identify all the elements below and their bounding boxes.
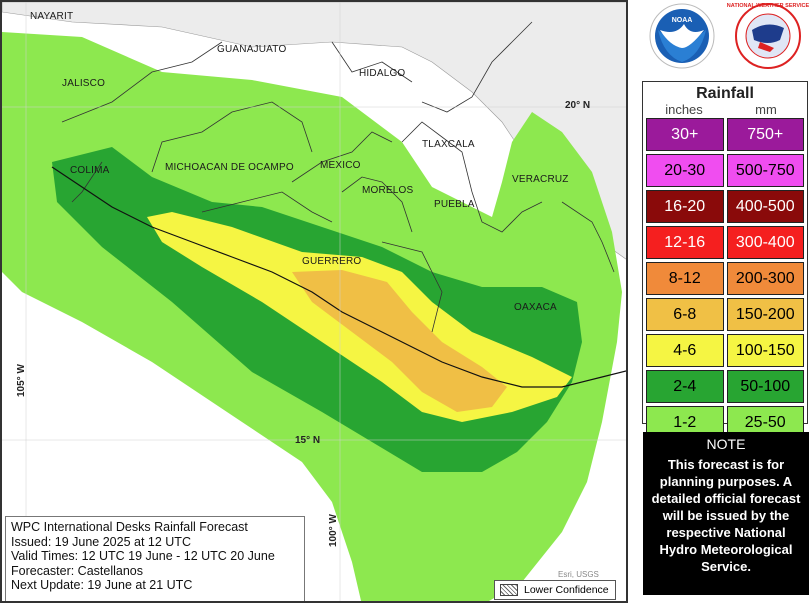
legend-unit-mm: mm: [755, 102, 777, 117]
info-issued: Issued: 19 June 2025 at 12 UTC: [11, 534, 191, 549]
info-title: WPC International Desks Rainfall Forecas…: [11, 520, 248, 534]
map-attribution: Esri, USGS: [558, 570, 599, 579]
legend-mm-value: 100-150: [726, 334, 804, 367]
info-forecaster: Forecaster: Castellanos: [11, 563, 144, 578]
lon-label-105w: 105° W: [16, 364, 27, 397]
hatch-swatch-icon: [500, 584, 518, 596]
legend-inches-value: 8-12: [646, 262, 724, 295]
agency-logos: NOAA NATIONAL WEATHER SERVICE: [640, 0, 810, 76]
legend-mm-value: 500-750: [726, 154, 804, 187]
map-graphic: [2, 2, 626, 601]
state-label-guerrero: GUERRERO: [302, 256, 362, 267]
state-label-jalisco: JALISCO: [62, 78, 106, 89]
state-label-oaxaca: OAXACA: [514, 302, 557, 313]
legend-row: 30+ 750+: [646, 118, 804, 151]
legend-inches-value: 4-6: [646, 334, 724, 367]
rainfall-map: NAYARIT GUANAJUATO JALISCO HIDALGO TLAXC…: [0, 0, 628, 603]
legend-inches-value: 2-4: [646, 370, 724, 403]
state-label-tlaxcala: TLAXCALA: [422, 139, 475, 150]
state-label-guanajuato: GUANAJUATO: [217, 44, 287, 55]
legend-rows: 30+ 750+ 20-30 500-750 16-20 400-500 12-16 300-…: [643, 118, 807, 439]
noaa-logo-text: NOAA: [672, 17, 693, 24]
lon-label-100w: 100° W: [328, 514, 339, 547]
nws-logo-icon: [735, 3, 801, 69]
lat-label-15n: 15° N: [295, 435, 321, 446]
forecast-info-box: WPC International Desks Rainfall Forecas…: [5, 516, 305, 601]
lower-confidence-label: Lower Confidence: [524, 584, 609, 596]
lower-confidence-legend: Lower Confidence: [494, 580, 616, 600]
legend-mm-value: 750+: [726, 118, 804, 151]
legend-inches-value: 30+: [646, 118, 724, 151]
legend-mm-value: 200-300: [726, 262, 804, 295]
legend-inches-value: 6-8: [646, 298, 724, 331]
state-label-mexico: MEXICO: [320, 160, 361, 171]
note-title: NOTE: [706, 436, 746, 452]
state-label-michoacan: MICHOACAN DE OCAMPO: [165, 162, 294, 173]
legend-row: 12-16 300-400: [646, 226, 804, 259]
state-label-veracruz: VERACRUZ: [512, 174, 569, 185]
note-body: This forecast is for planning purposes. …: [651, 457, 801, 574]
rainfall-legend: Rainfall inches mm 30+ 750+ 20-30 500-750 16…: [642, 81, 808, 439]
legend-inches-value: 12-16: [646, 226, 724, 259]
legend-inches-value: 20-30: [646, 154, 724, 187]
legend-row: 6-8 150-200: [646, 298, 804, 331]
note-box: NOTE This forecast is for planning purpo…: [643, 432, 809, 595]
legend-inches-value: 16-20: [646, 190, 724, 223]
info-next-update: Next Update: 19 June at 21 UTC: [11, 578, 193, 592]
legend-row: 4-6 100-150: [646, 334, 804, 367]
legend-row: 20-30 500-750: [646, 154, 804, 187]
lat-label-20n: 20° N: [565, 100, 591, 111]
legend-row: 8-12 200-300: [646, 262, 804, 295]
nws-logo-text: NATIONAL WEATHER SERVICE: [727, 3, 810, 9]
state-label-puebla: PUEBLA: [434, 199, 475, 210]
noaa-logo-icon: [649, 3, 715, 69]
legend-mm-value: 300-400: [726, 226, 804, 259]
legend-title: Rainfall: [696, 85, 754, 102]
pacific-coastline: [51, 166, 626, 388]
legend-row: 2-4 50-100: [646, 370, 804, 403]
legend-mm-value: 50-100: [726, 370, 804, 403]
info-valid-times: Valid Times: 12 UTC 19 June - 12 UTC 20 …: [11, 549, 275, 563]
legend-unit-inches: inches: [665, 102, 703, 117]
state-label-morelos: MORELOS: [362, 185, 414, 196]
legend-mm-value: 150-200: [726, 298, 804, 331]
legend-units: inches mm: [643, 102, 807, 118]
state-label-hidalgo: HIDALGO: [359, 68, 406, 79]
logos-graphic: NOAA NATIONAL WEATHER SERVICE: [649, 3, 810, 69]
legend-row: 16-20 400-500: [646, 190, 804, 223]
legend-mm-value: 400-500: [726, 190, 804, 223]
state-label-colima: COLIMA: [70, 165, 110, 176]
state-label-nayarit: NAYARIT: [30, 11, 74, 22]
